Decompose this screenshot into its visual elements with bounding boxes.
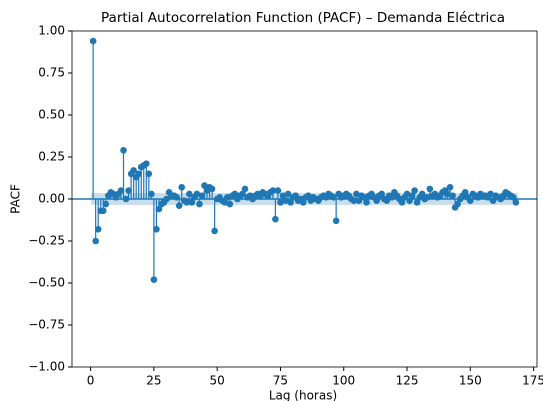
stem-marker [454, 200, 461, 208]
stem-marker [287, 199, 294, 206]
stem-marker [163, 195, 170, 203]
y-tick-label: −0.50 [28, 276, 65, 290]
y-tick-label: 0.50 [38, 108, 65, 122]
stem-marker [198, 192, 206, 199]
stem-marker [284, 190, 292, 198]
stem-marker [360, 194, 368, 201]
stem-marker [142, 160, 150, 168]
stem-marker [282, 197, 289, 204]
stem-marker [239, 190, 246, 198]
stem-marker [231, 190, 239, 198]
stem-marker [353, 190, 360, 198]
stem-marker [411, 187, 418, 194]
stem-marker [299, 199, 307, 206]
stem-marker [277, 199, 284, 206]
y-tick-label: 1.00 [38, 24, 65, 38]
stem-marker [403, 190, 411, 198]
x-tick-label: 25 [146, 374, 161, 388]
stem-marker [241, 185, 249, 193]
stem-marker [135, 170, 142, 178]
y-axis-label: PACF [9, 184, 23, 214]
stem-marker [120, 146, 127, 154]
stem-marker [155, 205, 163, 213]
stem-marker [223, 194, 231, 201]
x-tick-label: 50 [210, 374, 225, 388]
y-tick-label: −0.25 [28, 234, 65, 248]
stem-marker [461, 188, 469, 196]
stem-marker [122, 195, 130, 203]
stem-marker [398, 199, 406, 206]
stem-marker [145, 170, 153, 178]
stem-marker [350, 197, 358, 204]
stem-marker [226, 200, 234, 208]
y-tick-label: 0.75 [38, 66, 65, 80]
stem-marker [150, 276, 158, 283]
stem-marker [510, 194, 517, 201]
x-tick-label: 0 [87, 374, 95, 388]
stem-marker [193, 190, 201, 198]
stem-marker [188, 199, 196, 206]
stem-marker [196, 200, 203, 208]
stem-marker [449, 192, 456, 199]
stem-marker [332, 217, 340, 225]
stem-marker [489, 197, 497, 204]
stem-marker [153, 225, 160, 233]
x-tick-label: 150 [459, 374, 482, 388]
stem-marker [117, 187, 125, 194]
stem-marker [423, 194, 431, 201]
x-tick-label: 175 [522, 374, 543, 388]
stem-marker [201, 182, 208, 189]
stem-marker [512, 199, 520, 206]
stem-marker [406, 197, 413, 204]
stem-marker [175, 202, 183, 210]
x-tick-label: 75 [273, 374, 288, 388]
stem-marker [355, 197, 363, 204]
stem-marker [269, 187, 277, 194]
stem-marker [418, 190, 426, 198]
stem-marker [487, 190, 494, 198]
stem-marker [426, 185, 434, 193]
stem-marker [292, 192, 299, 199]
stem-marker [413, 199, 421, 206]
y-tick-label: −1.00 [28, 360, 65, 374]
stem-marker [274, 187, 282, 194]
stem-marker [183, 199, 191, 206]
stem-marker [330, 194, 337, 201]
y-tick-label: 0.00 [38, 192, 65, 206]
chart-title: Partial Autocorrelation Function (PACF) … [101, 10, 505, 26]
stem-marker [388, 194, 396, 201]
stem-marker [208, 185, 216, 193]
stem-marker [272, 215, 279, 223]
x-axis-label: Lag (horas) [269, 389, 337, 401]
stem-marker [444, 190, 451, 198]
stem-marker [304, 192, 312, 199]
stem-marker [373, 197, 380, 204]
y-tick-label: −0.75 [28, 318, 65, 332]
stem-marker [408, 192, 416, 199]
stem-marker [178, 183, 186, 191]
stem-marker [89, 37, 97, 45]
stem-marker [102, 200, 110, 208]
stem-marker [383, 197, 391, 204]
stem-marker [378, 190, 386, 198]
stem-marker [363, 199, 370, 206]
stem-marker [186, 190, 193, 198]
stem-marker [446, 183, 454, 191]
x-tick-label: 100 [332, 374, 355, 388]
stem-marker [92, 237, 99, 245]
stem-marker [94, 225, 102, 233]
x-tick-label: 125 [396, 374, 419, 388]
stem-marker [148, 190, 155, 198]
stem-marker [279, 192, 287, 199]
y-tick-label: 0.25 [38, 150, 65, 164]
stem-marker [211, 227, 218, 235]
stem-marker [173, 194, 180, 201]
stem-marker [125, 187, 132, 194]
stem-marker [221, 199, 229, 206]
stem-marker [130, 167, 137, 174]
stem-marker [467, 197, 474, 204]
stem-marker [99, 207, 107, 215]
